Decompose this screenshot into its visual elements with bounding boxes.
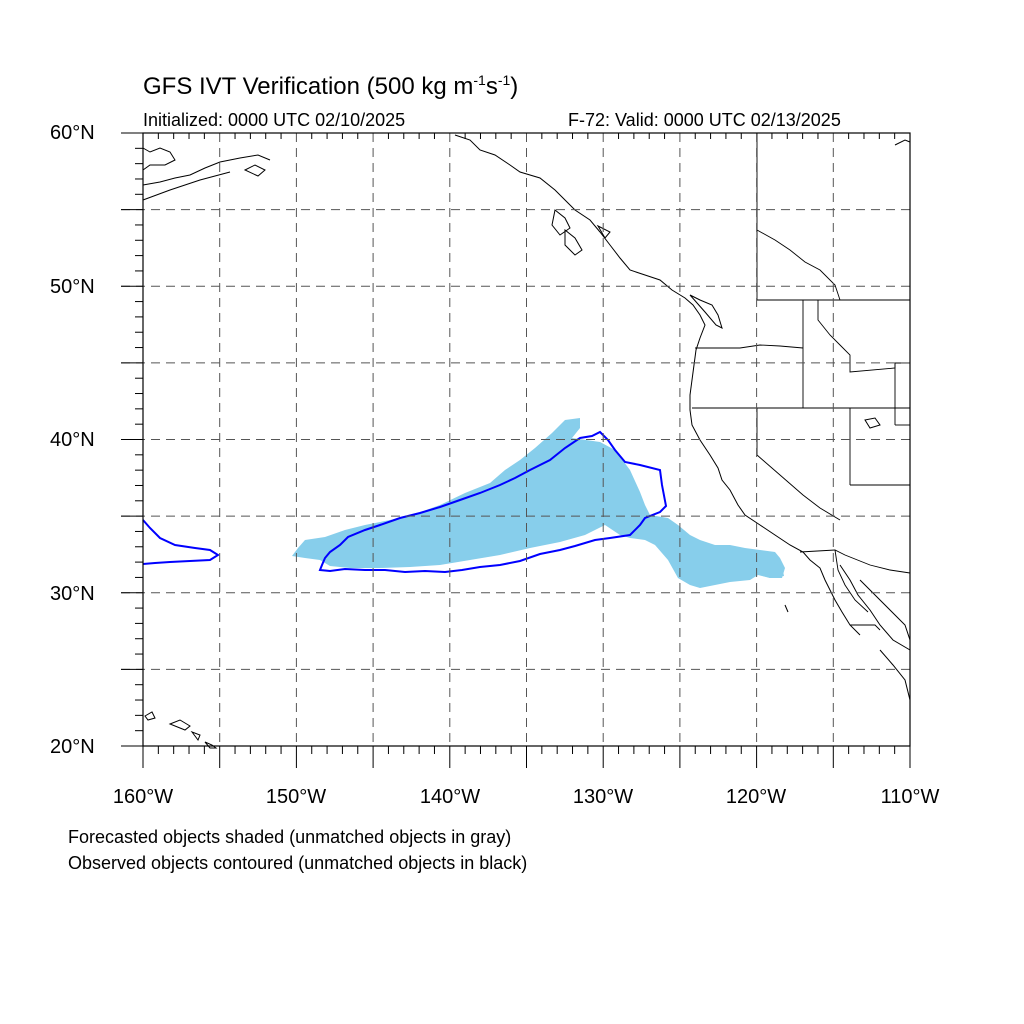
coastlines [142, 134, 911, 749]
observed-object-west [142, 519, 220, 565]
lat-label-40n: 40°N [50, 429, 95, 451]
lat-label-30n: 30°N [50, 583, 95, 605]
lon-label-120w: 120°W [725, 786, 787, 808]
lon-label-110w: 110°W [880, 786, 940, 808]
map-title: GFS IVT Verification (500 kg m-1s-1) [143, 72, 519, 100]
lon-label-160w: 160°W [112, 786, 174, 808]
caption-observed: Observed objects contoured (unmatched ob… [68, 853, 528, 873]
forecast-object-main [292, 418, 785, 588]
caption-forecast: Forecasted objects shaded (unmatched obj… [68, 827, 512, 847]
lon-label-130w: 130°W [572, 786, 634, 808]
lon-label-150w: 150°W [265, 786, 327, 808]
lon-label-140w: 140°W [419, 786, 481, 808]
observed-objects [142, 430, 668, 574]
valid-time: F-72: Valid: 0000 UTC 02/13/2025 [568, 110, 841, 130]
graticule [121, 133, 910, 746]
political-boundaries [692, 133, 911, 631]
initialized-time: Initialized: 0000 UTC 02/10/2025 [143, 110, 406, 130]
lat-label-50n: 50°N [50, 276, 95, 298]
lat-label-20n: 20°N [50, 736, 95, 758]
lat-label-60n: 60°N [50, 122, 95, 144]
axis-ticks [121, 132, 911, 768]
observed-object-main [318, 430, 668, 574]
forecast-object-small-1 [755, 562, 784, 578]
forecast-objects [292, 418, 785, 588]
